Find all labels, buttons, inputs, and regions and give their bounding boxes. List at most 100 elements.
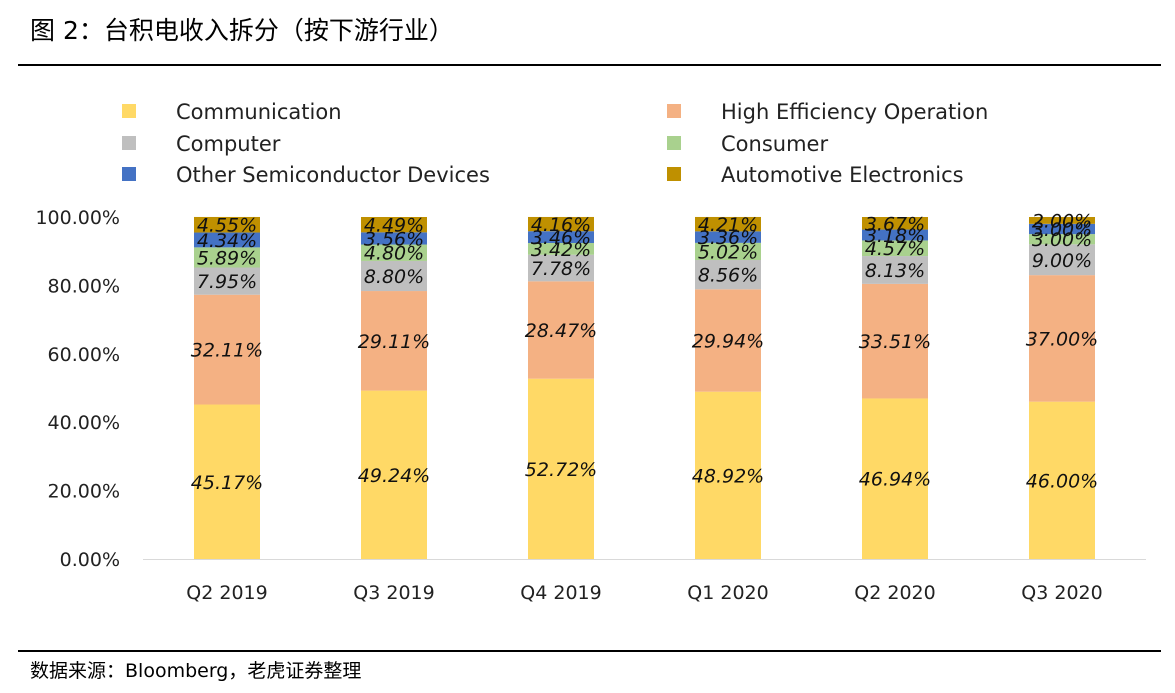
data-label-other-semiconductor-devices: 4.34% xyxy=(197,230,257,252)
data-label-other-semiconductor-devices: 3.00% xyxy=(1032,219,1092,241)
data-label-automotive-electronics: 3.67% xyxy=(865,213,925,235)
bar-segment-consumer xyxy=(862,240,928,257)
bar-segment-computer xyxy=(361,260,427,292)
bar-segment-other-semiconductor-devices xyxy=(695,231,761,243)
data-label-communication: 49.24% xyxy=(358,465,430,487)
figure-title: 图 2：台积电收入拆分（按下游行业） xyxy=(30,16,454,45)
bar-group-q4-2019: 52.72% 28.47% 7.78%3.42%3.46%4.16% xyxy=(525,214,597,559)
data-label-consumer: 5.02% xyxy=(698,241,758,263)
bar-segment-other-semiconductor-devices xyxy=(528,231,594,244)
bar-group-q2-2020: 46.94% 33.51% 8.13%4.57%3.18%3.67% xyxy=(859,213,931,559)
bar-segment-automotive-electronics xyxy=(194,216,260,233)
data-label-computer: 8.13% xyxy=(865,260,925,282)
bar-segment-high-efficiency-operation xyxy=(361,291,427,391)
data-label-high-efficiency-operation: 37.00% xyxy=(1026,328,1098,350)
bars: 45.17% 32.11% 7.95%5.89%4.34%4.55% 49.24% 29… xyxy=(191,210,1098,559)
stacked-bar-chart: Communication High Efficiency Operation Co… xyxy=(35,100,1146,604)
data-label-other-semiconductor-devices: 3.18% xyxy=(865,225,925,247)
y-tick-label: 60.00% xyxy=(48,344,120,366)
legend-label-consumer: Consumer xyxy=(721,132,828,156)
bar-segment-computer xyxy=(862,256,928,284)
y-axis: 0.00% 20.00% 40.00% 60.00% 80.00% 100.00% xyxy=(35,207,120,571)
legend-swatch-automotive-electronics xyxy=(667,167,681,181)
bar-segment-communication xyxy=(361,390,427,559)
legend-swatch-consumer xyxy=(667,136,681,150)
data-label-high-efficiency-operation: 32.11% xyxy=(191,340,263,362)
legend-swatch-communication xyxy=(122,104,136,118)
bottom-rule xyxy=(18,650,1161,652)
data-label-high-efficiency-operation: 28.47% xyxy=(525,320,597,342)
bar-segment-automotive-electronics xyxy=(361,217,427,233)
y-tick-label: 0.00% xyxy=(60,549,120,571)
data-label-computer: 8.80% xyxy=(364,266,424,288)
data-label-high-efficiency-operation: 29.11% xyxy=(358,331,430,353)
bar-segment-consumer xyxy=(1029,234,1095,245)
bar-segment-consumer xyxy=(194,247,260,268)
bar-segment-consumer xyxy=(695,242,761,261)
bar-segment-other-semiconductor-devices xyxy=(862,229,928,241)
source-note: 数据来源：Bloomberg，老虎证券整理 xyxy=(30,660,362,682)
data-label-computer: 7.78% xyxy=(531,258,591,280)
legend-swatch-computer xyxy=(122,136,136,150)
bar-group-q2-2019: 45.17% 32.11% 7.95%5.89%4.34%4.55% xyxy=(191,215,263,559)
data-label-communication: 46.00% xyxy=(1026,470,1098,492)
bar-segment-automotive-electronics xyxy=(528,216,594,232)
bar-group-q3-2020: 46.00%37.00%9.00%3.00%3.00%2.00% xyxy=(1026,210,1098,559)
legend-swatch-other-semiconductor-devices xyxy=(122,167,136,181)
bar-group-q3-2019: 49.24% 29.11% 8.80%4.80%3.56%4.49% xyxy=(358,215,430,559)
bar-segment-communication xyxy=(528,378,594,559)
x-axis: Q2 2019 Q3 2019 Q4 2019 Q1 2020 Q2 2020 Q3 20… xyxy=(143,559,1146,604)
data-label-communication: 46.94% xyxy=(859,469,931,491)
bar-segment-computer xyxy=(194,267,260,295)
x-tick-label: Q2 2020 xyxy=(854,582,935,604)
data-label-high-efficiency-operation: 33.51% xyxy=(859,331,931,353)
bar-segment-communication xyxy=(862,398,928,559)
bar-segment-computer xyxy=(1029,244,1095,276)
legend-label-computer: Computer xyxy=(176,132,281,156)
bar-segment-consumer xyxy=(528,243,594,255)
bar-segment-automotive-electronics xyxy=(695,216,761,232)
top-rule xyxy=(18,64,1161,66)
data-label-consumer: 5.89% xyxy=(197,247,257,269)
data-label-computer: 8.56% xyxy=(698,265,758,287)
data-label-communication: 52.72% xyxy=(525,459,597,481)
y-tick-label: 20.00% xyxy=(48,481,120,503)
bar-segment-high-efficiency-operation xyxy=(1029,275,1095,402)
bar-segment-automotive-electronics xyxy=(1029,217,1095,224)
bar-segment-high-efficiency-operation xyxy=(695,289,761,392)
data-label-consumer: 4.57% xyxy=(865,238,925,260)
bar-segment-other-semiconductor-devices xyxy=(361,232,427,245)
legend-label-high-efficiency-operation: High Efficiency Operation xyxy=(721,100,988,124)
legend-label-communication: Communication xyxy=(176,100,342,124)
data-label-high-efficiency-operation: 29.94% xyxy=(692,330,764,352)
bar-segment-communication xyxy=(695,391,761,559)
bar-group-q1-2020: 48.92% 29.94% 8.56%5.02%3.36%4.21% xyxy=(692,214,764,559)
x-tick-label: Q3 2019 xyxy=(353,582,434,604)
data-label-computer: 9.00% xyxy=(1032,250,1092,272)
x-tick-label: Q2 2019 xyxy=(186,582,267,604)
data-label-automotive-electronics: 4.55% xyxy=(197,215,257,237)
y-tick-label: 100.00% xyxy=(35,207,120,229)
data-label-communication: 48.92% xyxy=(692,465,764,487)
x-tick-label: Q1 2020 xyxy=(687,582,768,604)
bar-segment-communication xyxy=(194,404,260,559)
data-label-consumer: 3.00% xyxy=(1032,229,1092,251)
data-label-consumer: 4.80% xyxy=(364,243,424,265)
legend-swatch-high-efficiency-operation xyxy=(667,104,681,118)
bar-segment-other-semiconductor-devices xyxy=(194,232,260,248)
data-label-automotive-electronics: 4.49% xyxy=(364,215,424,237)
bar-segment-automotive-electronics xyxy=(862,217,928,230)
x-tick-label: Q3 2020 xyxy=(1021,582,1102,604)
x-tick-label: Q4 2019 xyxy=(520,582,601,604)
y-tick-label: 80.00% xyxy=(48,275,120,297)
data-label-automotive-electronics: 4.21% xyxy=(698,214,758,236)
legend-label-automotive-electronics: Automotive Electronics xyxy=(721,163,964,187)
data-label-other-semiconductor-devices: 3.46% xyxy=(531,227,591,249)
data-label-other-semiconductor-devices: 3.36% xyxy=(698,227,758,249)
bar-segment-other-semiconductor-devices xyxy=(1029,223,1095,235)
y-tick-label: 40.00% xyxy=(48,412,120,434)
bar-segment-computer xyxy=(528,254,594,282)
data-label-other-semiconductor-devices: 3.56% xyxy=(364,228,424,250)
bar-segment-high-efficiency-operation xyxy=(194,294,260,405)
data-label-automotive-electronics: 4.16% xyxy=(531,214,591,236)
